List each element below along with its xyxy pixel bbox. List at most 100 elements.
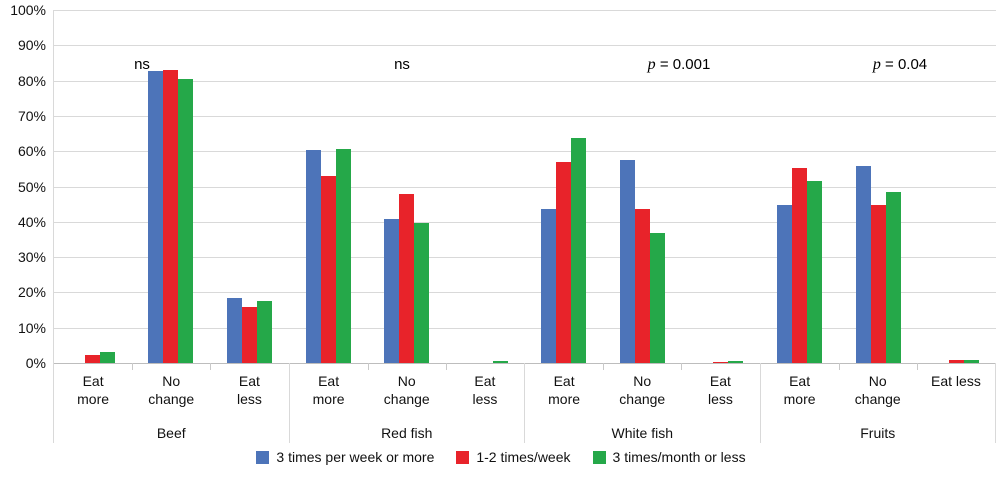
y-axis-tick-label: 30% bbox=[17, 249, 46, 265]
y-axis-tick-label: 20% bbox=[17, 284, 46, 300]
bar bbox=[241, 307, 257, 363]
bar bbox=[571, 138, 587, 363]
bar bbox=[163, 70, 179, 363]
subcategory-slot bbox=[917, 10, 996, 363]
subcategory-label: Eat more bbox=[783, 373, 816, 407]
y-axis-line bbox=[53, 10, 54, 363]
subcategory-slot bbox=[839, 10, 918, 363]
bar bbox=[634, 209, 650, 363]
y-axis-tick-label: 60% bbox=[17, 143, 46, 159]
y-axis-tick-label: 0% bbox=[25, 355, 46, 371]
bar bbox=[792, 168, 808, 363]
legend-item: 1-2 times/week bbox=[456, 449, 571, 465]
subcategory-slot bbox=[446, 10, 525, 363]
bar bbox=[335, 149, 351, 363]
food-group-panel bbox=[289, 10, 525, 363]
bar bbox=[964, 360, 980, 363]
bar bbox=[807, 181, 823, 363]
gridline bbox=[53, 257, 996, 258]
legend-swatch bbox=[456, 450, 470, 464]
subcategory-tick bbox=[445, 363, 447, 370]
bar bbox=[384, 219, 400, 363]
y-axis-tick-label: 40% bbox=[17, 214, 46, 230]
subcategory-tick bbox=[603, 363, 605, 370]
legend-label: 1-2 times/week bbox=[476, 449, 571, 465]
gridline bbox=[53, 116, 996, 117]
subcategory-label: No change bbox=[148, 373, 195, 407]
bar bbox=[777, 205, 793, 363]
bar bbox=[414, 223, 430, 363]
bar bbox=[492, 361, 508, 363]
subcategory-label: Eat less bbox=[707, 373, 733, 407]
subcategory-label: No change bbox=[383, 373, 430, 407]
bar bbox=[84, 355, 100, 363]
subcategory-tick bbox=[210, 363, 212, 370]
bar bbox=[320, 176, 336, 363]
gridline bbox=[53, 187, 996, 188]
food-group-label: Fruits bbox=[860, 425, 896, 441]
food-group-panel bbox=[760, 10, 996, 363]
subcategory-tick bbox=[916, 363, 918, 370]
legend: 3 times per week or more 1-2 times/week 3 … bbox=[0, 449, 1002, 465]
gridline bbox=[53, 81, 996, 82]
subcategory-label: Eat more bbox=[312, 373, 345, 407]
subcategory-slot bbox=[682, 10, 761, 363]
bar bbox=[949, 360, 965, 363]
bar bbox=[713, 362, 729, 363]
bar bbox=[728, 361, 744, 363]
significance-annotation: p = 0.04 bbox=[872, 56, 928, 73]
significance-annotation: ns bbox=[134, 56, 150, 73]
legend-swatch bbox=[256, 450, 270, 464]
y-axis-tick-label: 10% bbox=[17, 320, 46, 336]
food-group-label: White fish bbox=[611, 425, 673, 441]
bar bbox=[178, 79, 194, 363]
subcategory-labels-row: Eat more No change Eat less bbox=[761, 363, 996, 408]
bar bbox=[99, 352, 115, 363]
subcategory-slot bbox=[53, 10, 132, 363]
subcategory-slot bbox=[132, 10, 211, 363]
gridline bbox=[53, 10, 996, 11]
x-axis-labels: Eat more No change Eat less Beef Eat more No chang… bbox=[53, 363, 996, 443]
gridline bbox=[53, 328, 996, 329]
legend-label: 3 times/month or less bbox=[612, 449, 746, 465]
gridline bbox=[53, 292, 996, 293]
subcategory-slot bbox=[760, 10, 839, 363]
significance-annotation: p = 0.001 bbox=[647, 56, 711, 73]
gridline bbox=[53, 45, 996, 46]
subcategory-slot bbox=[367, 10, 446, 363]
bar bbox=[870, 205, 886, 363]
bar bbox=[305, 150, 321, 363]
gridline bbox=[53, 151, 996, 152]
food-group-label-panel: Eat more No change Eat less Beef bbox=[53, 363, 289, 443]
p-symbol: p bbox=[647, 56, 656, 73]
subcategory-label: No change bbox=[854, 373, 901, 407]
subcategory-label: Eat more bbox=[77, 373, 110, 407]
subcategory-tick bbox=[838, 363, 840, 370]
legend-item: 3 times/month or less bbox=[592, 449, 746, 465]
food-group-label: Beef bbox=[156, 425, 186, 441]
food-group-label-panel: Eat more No change Eat less Red fish bbox=[288, 363, 525, 443]
subcategory-slot bbox=[210, 10, 289, 363]
subcategory-label: Eat less bbox=[472, 373, 498, 407]
subcategory-label: Eat less bbox=[236, 373, 262, 407]
food-group-panel bbox=[53, 10, 289, 363]
subcategory-label: Eat less bbox=[931, 373, 981, 389]
bar bbox=[855, 166, 871, 363]
y-axis-tick-label: 70% bbox=[17, 108, 46, 124]
y-axis-tick-label: 80% bbox=[17, 73, 46, 89]
bar bbox=[256, 301, 272, 363]
bar bbox=[885, 192, 901, 363]
subcategory-tick bbox=[681, 363, 683, 370]
food-group-label-panel: Eat more No change Eat less White fish bbox=[524, 363, 760, 443]
subcategory-labels-row: Eat more No change Eat less bbox=[290, 363, 525, 408]
subcategory-tick bbox=[132, 363, 134, 370]
subcategory-labels-row: Eat more No change Eat less bbox=[525, 363, 760, 408]
bar bbox=[399, 194, 415, 363]
food-group-panel bbox=[525, 10, 761, 363]
bar bbox=[541, 209, 557, 363]
gridline bbox=[53, 222, 996, 223]
subcategory-label: No change bbox=[619, 373, 666, 407]
bar bbox=[556, 162, 572, 363]
p-symbol: p bbox=[872, 56, 881, 73]
bar bbox=[148, 71, 164, 363]
